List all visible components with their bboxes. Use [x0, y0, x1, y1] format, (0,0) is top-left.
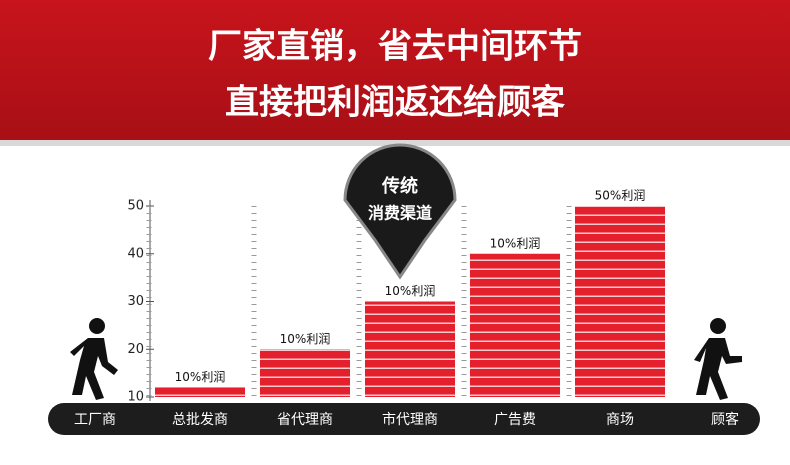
y-tick-label: 20	[127, 342, 144, 357]
title-line: 厂家直销，省去中间环节	[208, 27, 582, 67]
x-tick-label: 商场	[606, 412, 634, 428]
value-label: 10%利润	[175, 370, 226, 384]
bar	[470, 253, 560, 397]
y-tick-label: 30	[127, 294, 144, 309]
y-tick-label: 40	[127, 246, 144, 261]
bar	[365, 301, 455, 397]
x-tick-label: 总批发商	[172, 412, 228, 428]
flow-bar	[48, 403, 760, 435]
walker-right	[694, 318, 742, 400]
banner-shadow	[0, 140, 790, 146]
bar	[155, 387, 245, 397]
x-tick-label: 市代理商	[382, 411, 438, 428]
y-tick-label: 50	[127, 199, 144, 214]
callout-line: 消费渠道	[368, 204, 432, 223]
bar	[575, 206, 665, 397]
callout: 传统 消费渠道	[343, 143, 457, 280]
bar	[260, 349, 350, 397]
walker-left	[70, 318, 118, 400]
x-tick-label: 广告费	[494, 412, 536, 428]
y-tick-label: 10	[127, 390, 144, 405]
value-label: 10%利润	[385, 284, 436, 298]
x-tick-label: 工厂商	[74, 412, 116, 428]
value-label: 10%利润	[490, 236, 541, 250]
value-label: 50%利润	[595, 189, 646, 203]
value-label: 10%利润	[280, 332, 331, 346]
banner	[0, 0, 790, 140]
callout-line: 传统	[381, 175, 418, 197]
x-tick-label: 省代理商	[277, 412, 333, 428]
x-tick-label: 顾客	[711, 411, 739, 428]
subtitle-line: 直接把利润返还给顾客	[225, 83, 565, 123]
